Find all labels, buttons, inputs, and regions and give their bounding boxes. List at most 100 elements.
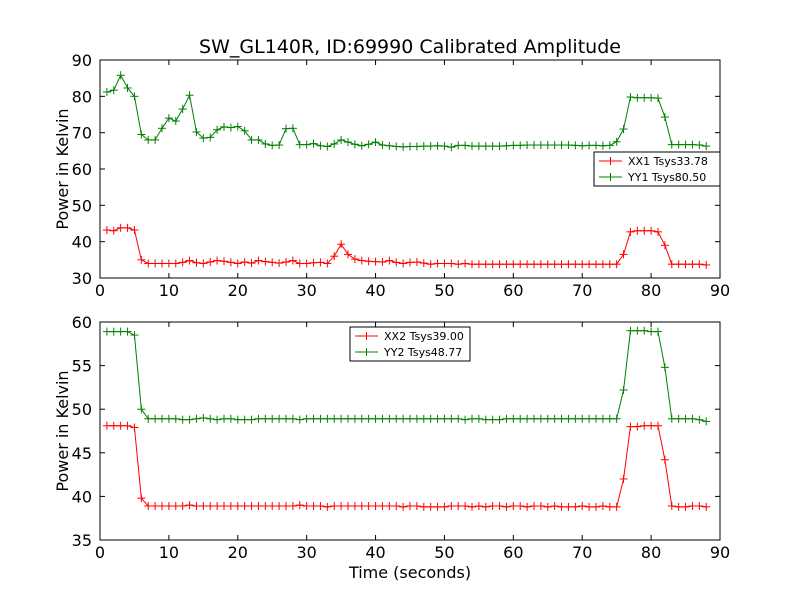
data-point-xx2: [447, 501, 456, 510]
upper-x-tick-label: 20: [228, 281, 248, 300]
data-point-yy2: [598, 414, 607, 423]
data-point-xx2: [543, 502, 552, 511]
lower-x-tick-label: 40: [365, 543, 385, 562]
data-point-xx2: [695, 501, 704, 510]
data-point-yy1: [585, 141, 594, 150]
data-point-xx1: [647, 226, 656, 235]
data-point-yy2: [426, 414, 435, 423]
data-point-xx2: [330, 501, 339, 510]
data-point-xx1: [199, 259, 208, 268]
data-point-yy1: [530, 141, 538, 150]
data-point-yy2: [206, 414, 215, 423]
data-point-xx1: [695, 260, 704, 269]
data-point-xx1: [474, 260, 483, 269]
data-point-yy2: [626, 326, 635, 335]
data-point-yy2: [254, 414, 263, 423]
data-point-xx2: [206, 501, 215, 510]
data-point-xx2: [660, 455, 669, 464]
data-point-xx2: [633, 422, 642, 431]
data-point-yy2: [440, 414, 449, 423]
data-point-xx2: [233, 501, 242, 510]
data-point-xx2: [426, 502, 435, 511]
data-point-yy1: [102, 87, 111, 96]
data-point-yy2: [447, 414, 456, 423]
data-point-yy2: [130, 331, 139, 340]
legend-swatch-xx2: [355, 332, 378, 340]
data-point-yy2: [385, 414, 394, 423]
data-point-yy2: [330, 414, 339, 423]
data-point-xx1: [419, 259, 428, 268]
data-point-yy2: [605, 414, 614, 423]
data-point-xx1: [323, 259, 332, 268]
data-point-xx2: [109, 421, 118, 430]
data-point-xx2: [282, 501, 290, 510]
data-point-yy1: [158, 124, 166, 133]
upper-y-tick-label: 40: [72, 233, 92, 252]
data-point-xx1: [178, 258, 187, 267]
data-point-xx2: [226, 501, 235, 510]
data-point-xx2: [144, 501, 153, 510]
data-point-xx2: [598, 501, 607, 510]
data-point-xx1: [509, 260, 518, 269]
data-point-yy2: [585, 414, 594, 423]
upper-legend: XX1 Tsys33.78 YY1 Tsys80.50: [593, 151, 721, 187]
data-point-yy2: [123, 327, 132, 336]
data-point-yy1: [536, 141, 545, 150]
data-point-yy1: [261, 139, 270, 148]
lower-y-tick-label: 45: [72, 444, 92, 463]
data-point-yy2: [323, 414, 332, 423]
data-point-xx1: [523, 260, 532, 269]
data-point-yy1: [419, 142, 428, 151]
data-point-xx2: [268, 501, 277, 510]
data-point-yy2: [185, 415, 194, 424]
data-point-xx1: [185, 256, 194, 265]
data-point-xx2: [488, 501, 497, 510]
data-point-yy2: [364, 414, 373, 423]
data-point-xx2: [288, 501, 297, 510]
data-point-xx2: [247, 501, 256, 510]
data-point-yy1: [178, 105, 187, 114]
data-point-yy2: [578, 414, 587, 423]
data-point-xx1: [461, 259, 470, 268]
data-point-yy2: [282, 414, 290, 423]
data-point-yy2: [688, 414, 697, 423]
data-point-yy1: [688, 140, 697, 149]
data-point-xx2: [412, 501, 421, 510]
data-point-yy2: [550, 414, 559, 423]
data-point-yy2: [275, 414, 284, 423]
data-point-xx1: [151, 259, 160, 268]
data-point-yy2: [481, 415, 490, 424]
data-point-yy2: [564, 414, 573, 423]
upper-y-tick-label: 60: [72, 160, 92, 179]
upper-x-tick-label: 70: [572, 281, 592, 300]
data-point-yy2: [592, 414, 600, 423]
data-point-xx2: [626, 422, 635, 431]
lower-x-tick-label: 50: [434, 543, 454, 562]
data-point-yy1: [660, 113, 669, 122]
data-point-yy1: [674, 140, 683, 149]
upper-y-tick-label: 30: [72, 269, 92, 288]
data-point-yy2: [640, 326, 649, 335]
data-point-yy1: [654, 94, 662, 103]
data-point-xx1: [109, 226, 118, 235]
data-point-yy2: [357, 414, 366, 423]
data-point-yy1: [592, 141, 600, 150]
data-point-yy1: [357, 141, 366, 150]
data-point-yy2: [309, 414, 318, 423]
data-point-yy2: [536, 414, 545, 423]
data-point-yy1: [309, 139, 318, 148]
data-point-yy2: [226, 414, 235, 423]
data-point-yy2: [695, 415, 704, 424]
data-point-xx1: [385, 256, 394, 265]
data-point-yy2: [158, 414, 166, 423]
data-point-yy1: [488, 142, 497, 151]
data-point-xx2: [647, 421, 656, 430]
data-point-xx2: [640, 421, 649, 430]
data-point-xx2: [585, 502, 594, 511]
data-point-yy1: [516, 141, 525, 150]
data-point-yy1: [123, 83, 132, 92]
data-point-xx2: [337, 501, 346, 510]
upper-legend-box: [593, 151, 721, 187]
data-point-yy1: [137, 130, 146, 139]
data-point-xx2: [158, 501, 166, 510]
